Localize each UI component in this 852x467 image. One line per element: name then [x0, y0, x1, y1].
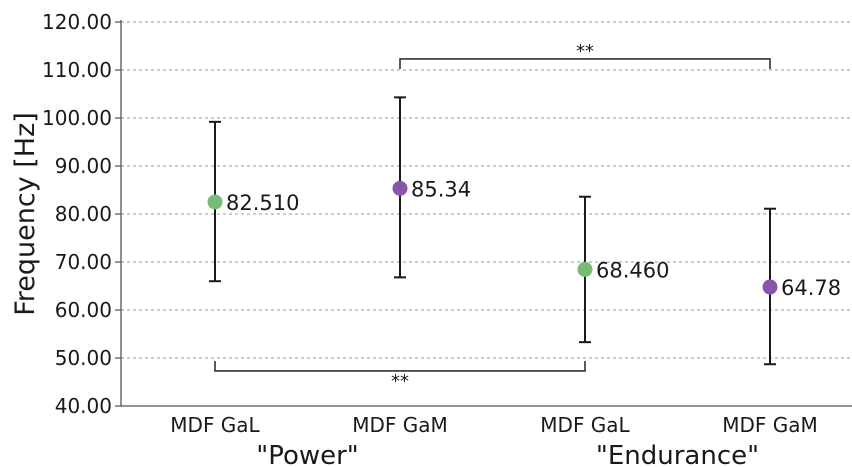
group-label: "Power" [256, 441, 359, 467]
x-category-label: MDF GaM [352, 413, 448, 437]
y-tick-label: 70.00 [55, 250, 112, 274]
data-point [392, 180, 408, 196]
significance-bracket [214, 360, 586, 372]
y-tick-label: 40.00 [55, 394, 112, 418]
y-tick-label: 90.00 [55, 154, 112, 178]
group-label: "Endurance" [596, 441, 759, 467]
data-label: 82.510 [226, 191, 299, 215]
significance-bracket [399, 58, 771, 69]
y-tick-label: 110.00 [42, 58, 112, 82]
x-category-label: MDF GaM [722, 413, 818, 437]
y-tick-label: 100.00 [42, 106, 112, 130]
y-tick-label: 60.00 [55, 298, 112, 322]
significance-label: ** [391, 371, 409, 392]
data-label: 64.78 [781, 276, 841, 300]
data-point [577, 261, 593, 277]
x-category-label: MDF GaL [170, 413, 260, 437]
significance-label: ** [576, 41, 594, 62]
data-point [207, 194, 223, 210]
data-label: 68.460 [596, 258, 669, 282]
y-tick-label: 50.00 [55, 346, 112, 370]
data-point [762, 279, 778, 295]
x-category-label: MDF GaL [540, 413, 630, 437]
y-axis-label: Frequency [Hz] [10, 112, 41, 316]
y-tick-label: 120.00 [42, 10, 112, 34]
y-tick-label: 80.00 [55, 202, 112, 226]
data-label: 85.34 [411, 177, 471, 201]
